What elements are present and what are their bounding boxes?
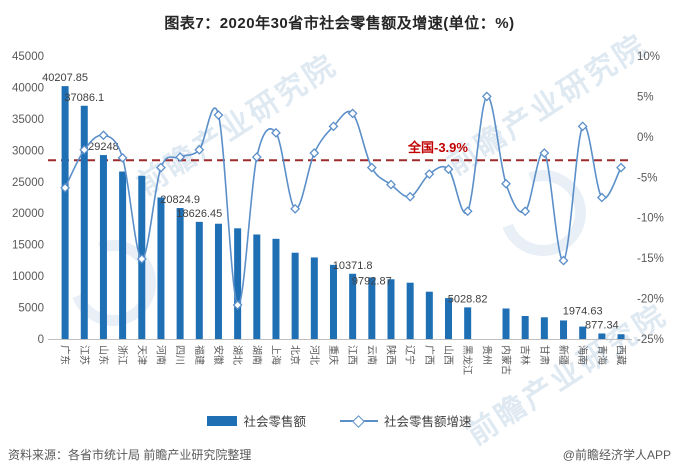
svg-text:河北: 河北 <box>308 345 320 365</box>
line-swatch-icon <box>340 414 378 428</box>
svg-text:北京: 北京 <box>289 345 302 365</box>
svg-text:5%: 5% <box>637 91 654 103</box>
svg-text:广西: 广西 <box>423 345 435 365</box>
svg-text:云南: 云南 <box>365 345 378 365</box>
svg-text:甘肃: 甘肃 <box>538 345 551 365</box>
svg-text:-10%: -10% <box>637 213 664 225</box>
svg-text:10371.8: 10371.8 <box>333 260 373 272</box>
svg-text:上海: 上海 <box>269 345 282 365</box>
legend-item-retail: 社会零售额 <box>207 411 306 430</box>
svg-text:15000: 15000 <box>12 240 44 252</box>
svg-text:5000: 5000 <box>18 303 44 315</box>
svg-text:20824.9: 20824.9 <box>160 194 200 206</box>
svg-text:10%: 10% <box>637 51 660 63</box>
svg-text:青海: 青海 <box>595 345 608 365</box>
svg-text:877.34: 877.34 <box>585 319 619 331</box>
svg-text:天津: 天津 <box>135 345 147 365</box>
svg-text:-25%: -25% <box>637 334 664 346</box>
svg-text:全国-3.9%: 全国-3.9% <box>407 140 468 155</box>
chart-title: 图表7：2020年30省市社会零售额及增速(单位：%) <box>164 15 515 32</box>
svg-text:0: 0 <box>38 334 44 346</box>
svg-text:江西: 江西 <box>346 345 358 365</box>
svg-text:45000: 45000 <box>12 51 44 63</box>
svg-text:海南: 海南 <box>576 345 589 365</box>
svg-text:重庆: 重庆 <box>327 345 340 365</box>
legend-label: 社会零售额 <box>243 415 306 429</box>
svg-text:30000: 30000 <box>12 145 44 157</box>
svg-text:湖北: 湖北 <box>231 345 243 365</box>
svg-text:40207.85: 40207.85 <box>42 72 88 84</box>
data-source-note: 资料来源：各省市统计局 前瞻产业研究院整理 <box>8 448 252 462</box>
svg-text:江苏: 江苏 <box>78 345 91 365</box>
svg-text:贵州: 贵州 <box>480 345 493 365</box>
svg-text:9792.87: 9792.87 <box>352 275 392 287</box>
svg-text:山西: 山西 <box>442 345 454 365</box>
svg-text:5028.82: 5028.82 <box>448 293 488 305</box>
svg-text:1974.63: 1974.63 <box>563 306 603 318</box>
svg-text:黑龙江: 黑龙江 <box>461 345 474 375</box>
svg-text:山东: 山东 <box>97 345 110 365</box>
svg-text:25000: 25000 <box>12 177 44 189</box>
svg-text:-20%: -20% <box>637 294 664 306</box>
svg-text:-5%: -5% <box>637 172 657 184</box>
svg-text:内蒙古: 内蒙古 <box>500 345 513 375</box>
svg-text:29248: 29248 <box>88 141 119 153</box>
bar-swatch-icon <box>207 415 238 426</box>
svg-text:37086.1: 37086.1 <box>64 92 104 104</box>
svg-text:安徽: 安徽 <box>212 345 225 365</box>
svg-text:辽宁: 辽宁 <box>404 345 417 365</box>
svg-text:四川: 四川 <box>174 345 185 365</box>
svg-text:新疆: 新疆 <box>557 345 570 365</box>
svg-text:河南: 河南 <box>154 345 167 365</box>
legend-item-growth: 社会零售额增速 <box>340 411 472 430</box>
svg-text:0%: 0% <box>637 132 654 144</box>
svg-text:35000: 35000 <box>12 114 44 126</box>
svg-text:陕西: 陕西 <box>384 345 397 365</box>
svg-text:10000: 10000 <box>12 271 44 283</box>
chart-legend: 社会零售额 社会零售额增速 <box>0 411 679 430</box>
legend-label: 社会零售额增速 <box>384 415 472 429</box>
svg-text:浙江: 浙江 <box>116 345 128 365</box>
svg-text:-15%: -15% <box>637 253 664 265</box>
svg-text:吉林: 吉林 <box>519 345 532 365</box>
svg-text:福建: 福建 <box>193 345 206 365</box>
credit-note: @前瞻经济学人APP <box>562 448 671 462</box>
svg-text:40000: 40000 <box>12 82 44 94</box>
svg-text:西藏: 西藏 <box>615 345 627 365</box>
svg-text:20000: 20000 <box>12 208 44 220</box>
svg-text:广东: 广东 <box>59 345 72 365</box>
svg-text:湖南: 湖南 <box>250 345 263 365</box>
svg-text:18626.45: 18626.45 <box>176 208 222 220</box>
